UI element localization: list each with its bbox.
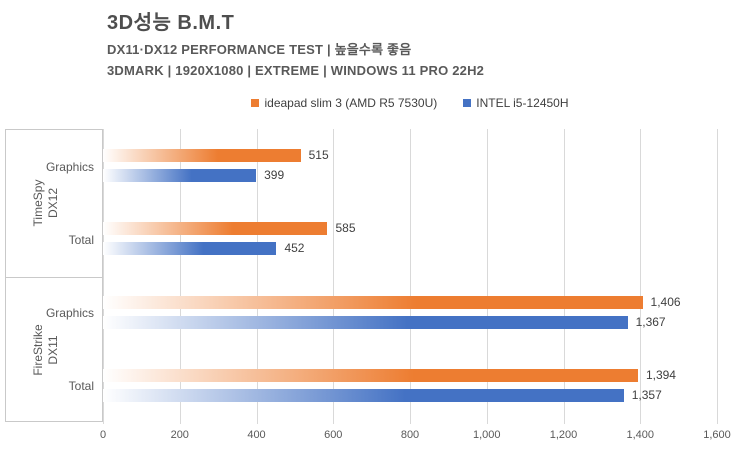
x-tick-label: 1,000: [472, 429, 501, 441]
plot-area: 515 585 1,406 1,394 399 452 1,367 1,357: [103, 129, 718, 424]
x-tick-label: 400: [247, 429, 266, 441]
category-axis-area: TimeSpy DX12 FireStrike DX11 Graphics Total Gr…: [5, 129, 103, 422]
chart-header: 3D성능 B.M.T DX11·DX12 PERFORMANCE TEST | …: [107, 10, 484, 78]
bar-value-label: 452: [284, 241, 305, 256]
x-tick-label: 1,200: [549, 429, 578, 441]
bar-series1: [103, 368, 638, 382]
legend: ideapad slim 3 (AMD R5 7530U) INTEL i5-12…: [103, 96, 717, 110]
bar-series2: [103, 388, 624, 402]
bar-value-label: 585: [335, 221, 356, 236]
gridline: [410, 129, 411, 424]
legend-label: INTEL i5-12450H: [476, 96, 569, 110]
bar-value-label: 1,357: [631, 387, 662, 402]
bar-value-label: 1,367: [635, 314, 666, 329]
x-tick-label: 0: [99, 429, 107, 441]
gridline: [640, 129, 642, 424]
bar-value-label: 1,406: [650, 294, 681, 309]
x-axis: 0 200 400 600 800 1,000 1,200 1,400 1,600: [99, 429, 731, 445]
bar-series2: [103, 242, 277, 256]
legend-label: ideapad slim 3 (AMD R5 7530U): [264, 96, 438, 110]
bar-series2: [103, 315, 628, 329]
chart-subtitle-line1: DX11·DX12 PERFORMANCE TEST | 높을수록 좋음: [107, 42, 412, 57]
gridline: [333, 129, 335, 424]
chart-title: 3D성능 B.M.T: [107, 12, 235, 34]
category-label: Graphics: [45, 159, 94, 174]
gridline: [179, 129, 181, 424]
gridline: [717, 129, 718, 424]
x-tick-label: 1,400: [626, 429, 655, 441]
x-tick-label: 200: [170, 429, 189, 441]
x-tick-label: 800: [400, 429, 420, 441]
gridline: [103, 129, 104, 424]
category-label: Total: [68, 232, 94, 247]
bar-value-label: 1,394: [645, 367, 676, 382]
x-tick-label: 600: [324, 429, 343, 441]
bar-value-label: 515: [308, 148, 329, 162]
gridline: [563, 129, 565, 424]
gridline: [486, 129, 488, 424]
legend-swatch-icon: [251, 99, 260, 107]
legend-swatch-icon: [463, 99, 472, 107]
legend-item-series1: ideapad slim 3 (AMD R5 7530U): [251, 96, 437, 110]
gridline: [256, 129, 258, 424]
chart-subtitle-line2: 3DMARK | 1920X1080 | EXTREME | WINDOWS 1…: [107, 63, 485, 78]
bar-series2: [103, 169, 257, 182]
bar-series1: [103, 149, 301, 162]
bar-value-label: 399: [264, 168, 285, 182]
x-tick-label: 1,600: [703, 429, 731, 441]
category-label: Graphics: [45, 306, 94, 321]
bar-series1: [103, 295, 643, 309]
bar-series1: [103, 222, 328, 236]
category-group: FireStrike DX11: [6, 276, 102, 424]
category-label: Total: [68, 379, 94, 394]
legend-item-series2: INTEL i5-12450H: [463, 96, 569, 110]
